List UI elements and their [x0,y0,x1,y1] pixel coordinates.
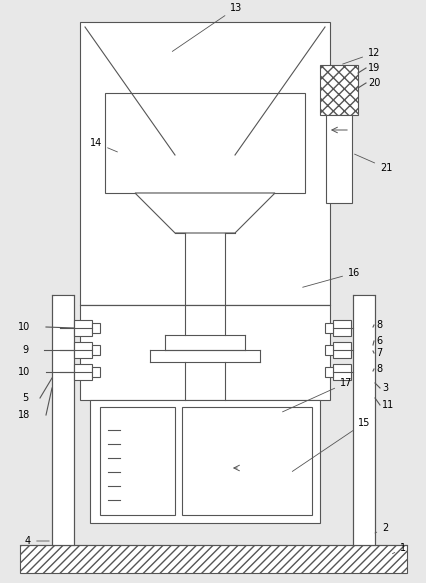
Text: 1: 1 [391,543,405,554]
Bar [74,320,92,336]
Text: 11: 11 [381,400,393,410]
Bar [332,364,350,380]
Bar [319,65,357,115]
Bar [55,295,71,543]
Text: 21: 21 [354,154,391,173]
Text: 18: 18 [18,410,30,420]
Text: 10: 10 [18,367,30,377]
Bar [92,367,100,377]
Text: 8: 8 [375,364,381,374]
Text: 2: 2 [374,523,387,533]
Bar [105,93,304,193]
Bar [181,407,311,515]
Bar [74,364,92,380]
Bar [332,342,350,358]
Text: 14: 14 [90,138,117,152]
Polygon shape [135,193,274,233]
Bar [92,345,100,355]
Text: 10: 10 [18,322,30,332]
Bar [324,323,332,333]
Bar [352,295,374,545]
Text: 4: 4 [25,536,49,546]
Bar [80,305,329,400]
Text: 6: 6 [375,336,381,346]
Text: 20: 20 [367,78,380,88]
Text: 8: 8 [375,320,381,330]
Bar [52,295,74,545]
Text: 7: 7 [375,348,381,358]
Bar [80,22,329,305]
Text: 13: 13 [172,3,242,51]
Text: 15: 15 [292,418,369,472]
Bar [100,407,175,515]
Bar [90,400,319,523]
Text: 3: 3 [381,383,387,393]
Text: 12: 12 [342,48,380,64]
Text: 19: 19 [367,63,380,73]
Text: 9: 9 [22,345,28,355]
Bar [325,115,351,203]
Bar [355,295,371,543]
Bar [324,345,332,355]
Bar [92,323,100,333]
Bar [74,342,92,358]
Text: 5: 5 [22,393,28,403]
Bar [324,367,332,377]
Bar [20,545,406,573]
Bar [332,320,350,336]
Text: 17: 17 [282,378,351,412]
Text: 16: 16 [302,268,360,287]
